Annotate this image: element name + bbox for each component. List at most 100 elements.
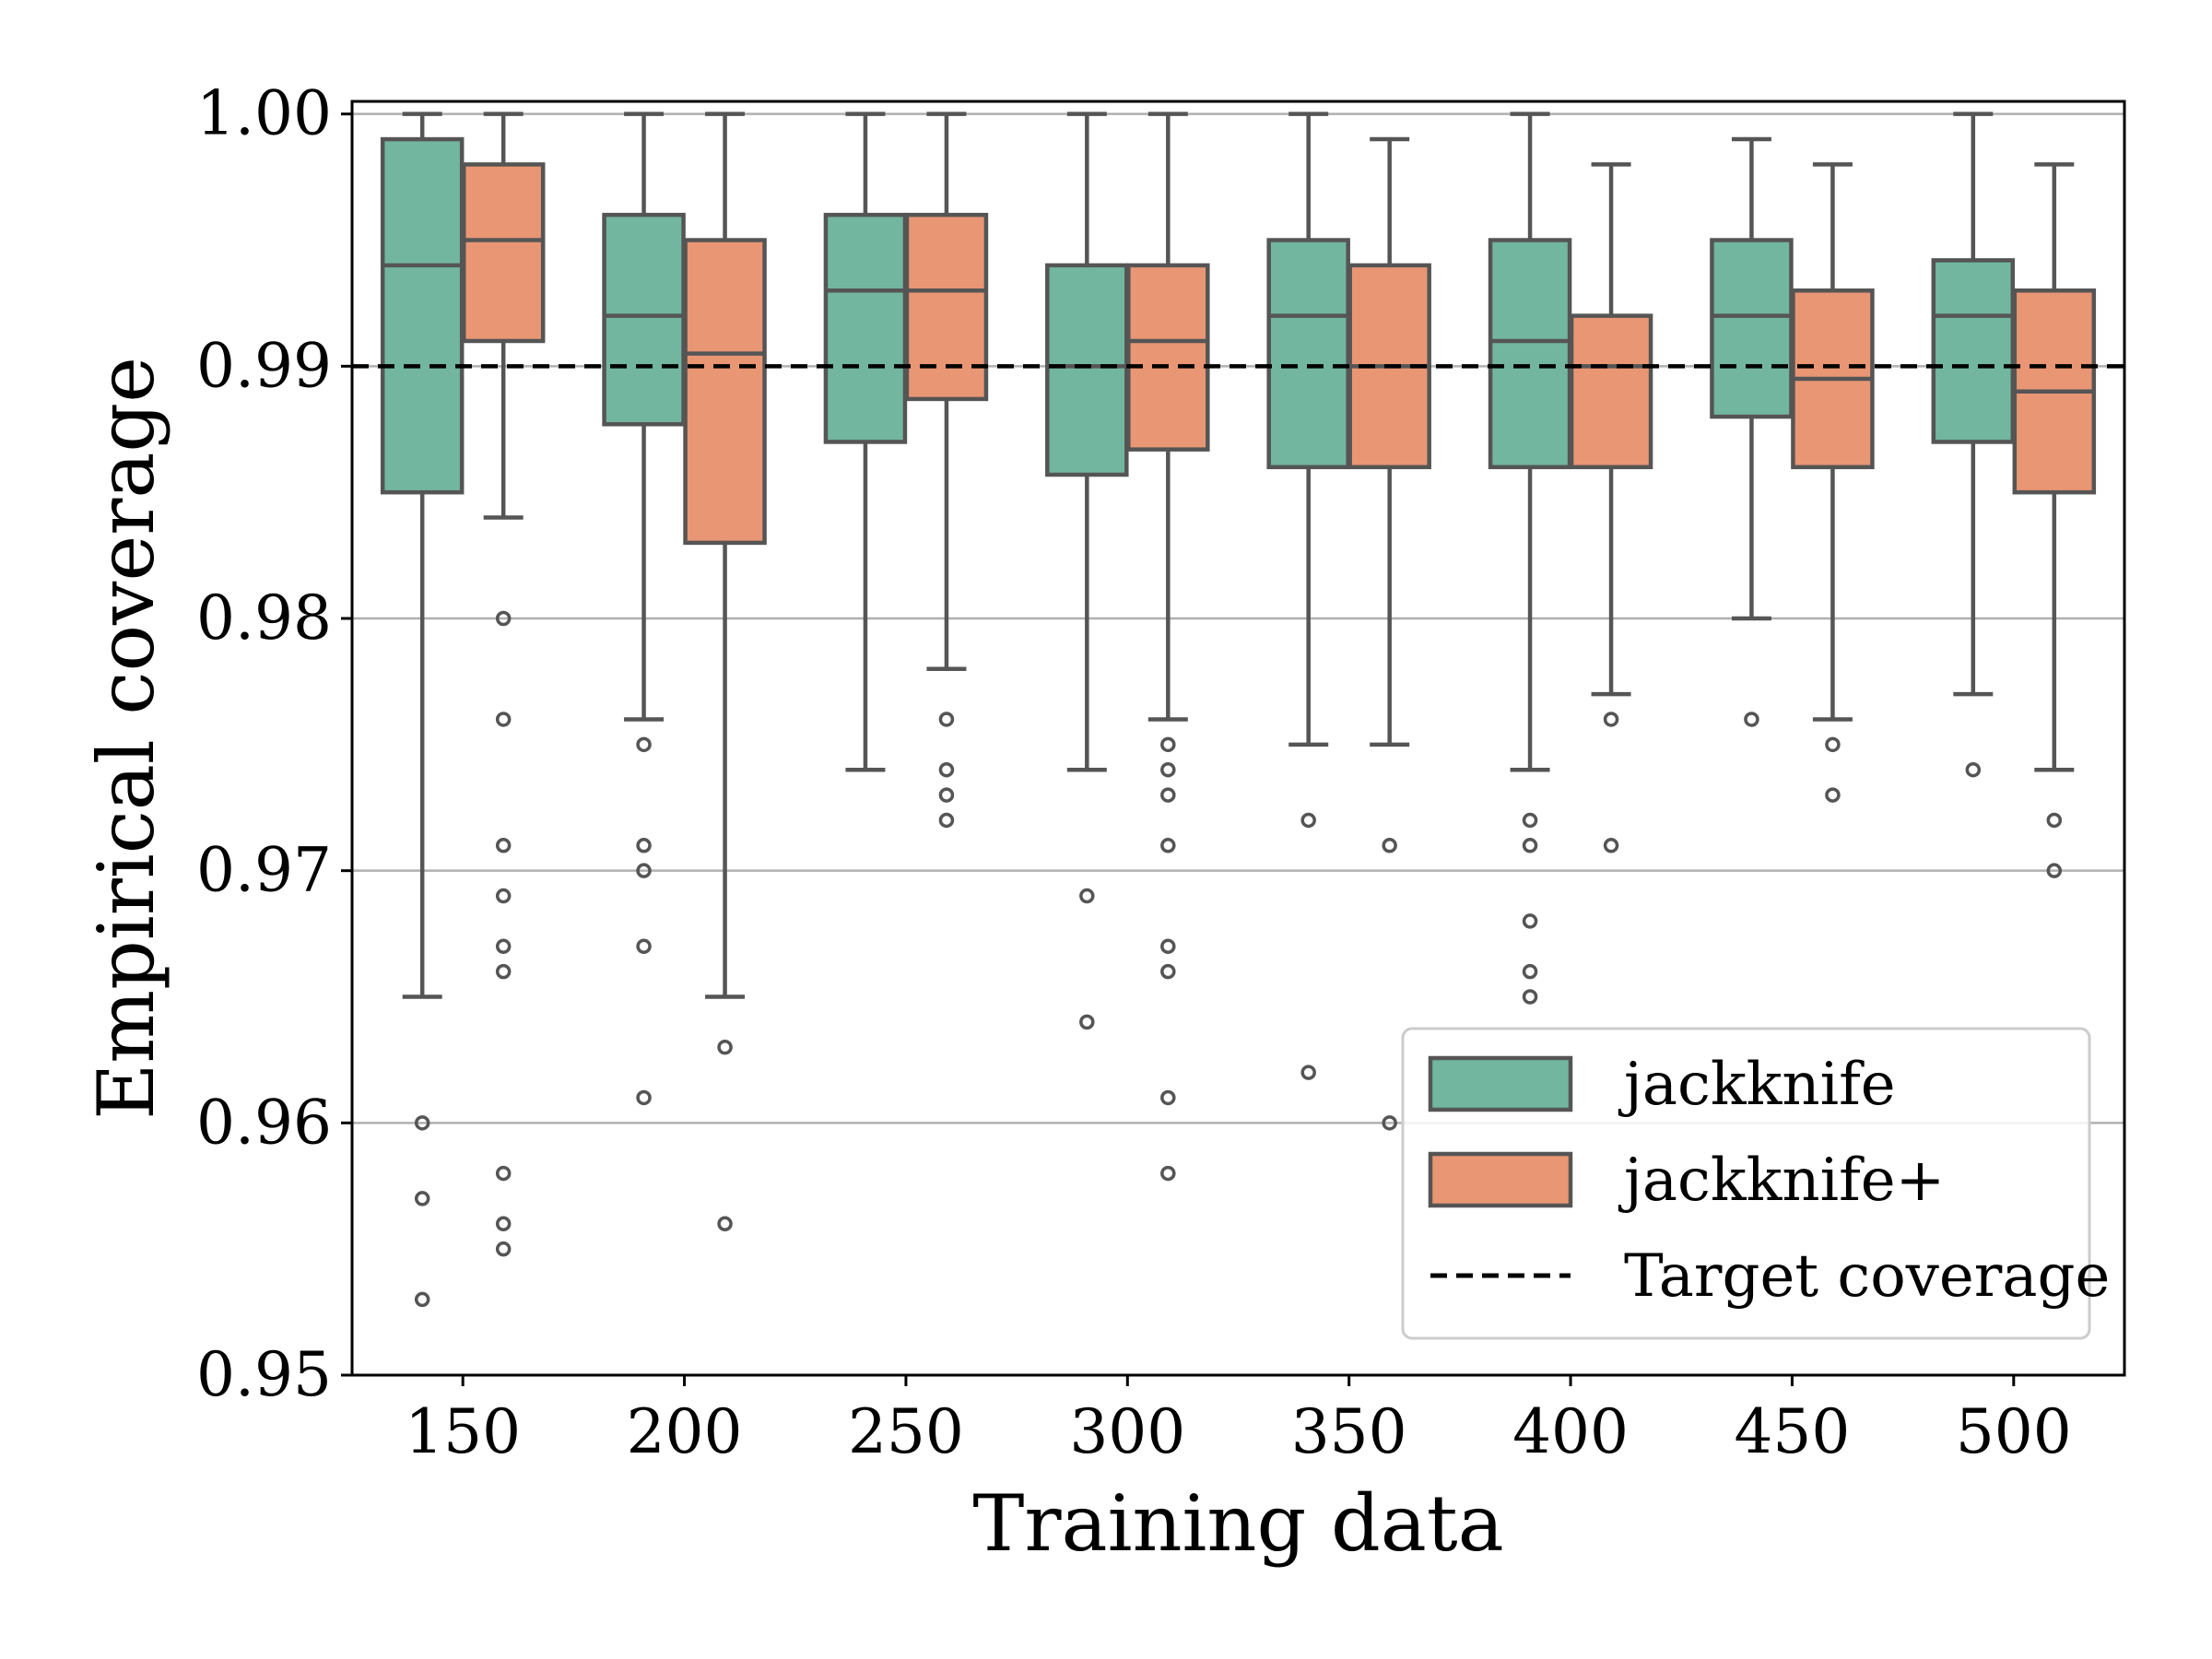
y-tick-label: 1.00 (196, 78, 332, 149)
outlier-point (1382, 1115, 1397, 1131)
outlier-point (1965, 761, 1982, 778)
outlier-point (1522, 963, 1538, 980)
legend-label-target-coverage: Target coverage (1624, 1242, 2110, 1311)
box-jackknife+-300 (1126, 112, 1210, 1182)
outlier-point (938, 761, 955, 778)
legend: jackknife jackknife+ Target coverage (1401, 1027, 2110, 1340)
y-tick-label: 0.98 (196, 582, 332, 653)
outlier-point (938, 812, 955, 829)
x-tick-label: 450 (1734, 1396, 1850, 1467)
outlier-point (495, 938, 512, 955)
iqr-box (904, 212, 989, 402)
box-jackknife+-500 (2012, 162, 2097, 878)
outlier-point (1079, 888, 1095, 904)
x-tick-label: 250 (848, 1396, 964, 1467)
x-tick-label: 400 (1512, 1396, 1629, 1467)
plot-frame (350, 100, 2126, 1377)
legend-label-jackknife: jackknife (1618, 1051, 1896, 1119)
x-tick-label: 300 (1069, 1396, 1185, 1467)
outlier-point (717, 1039, 733, 1055)
outlier-point (1300, 812, 1316, 829)
box-jackknife-200 (602, 112, 686, 1106)
x-tick-label: 350 (1291, 1396, 1407, 1467)
outlier-point (1603, 712, 1619, 727)
box-jackknife+-450 (1791, 162, 1875, 803)
outlier-point (1522, 838, 1538, 853)
outlier-point (1160, 1165, 1176, 1182)
iqr-box (380, 136, 465, 495)
outlier-point (495, 838, 512, 853)
outlier-point (1382, 838, 1397, 853)
y-tick-label: 0.96 (196, 1087, 332, 1158)
y-axis: 0.95 0.96 0.97 0.98 0.99 1.00 (196, 78, 352, 1410)
y-axis-title: Empirical coverage (81, 357, 171, 1120)
iqr-box (823, 212, 908, 444)
outlier-point (1825, 736, 1841, 753)
outlier-point (1160, 963, 1176, 980)
x-axis-title: Training data (972, 1478, 1503, 1569)
box-jackknife+-350 (1347, 136, 1431, 1131)
outlier-point (636, 1089, 652, 1106)
y-tick-label: 0.99 (196, 330, 332, 401)
outlier-point (1160, 938, 1176, 955)
x-tick-label: 500 (1956, 1396, 2072, 1467)
iqr-box (1569, 313, 1653, 470)
outlier-point (1300, 1065, 1316, 1080)
legend-swatch-jackknife (1428, 1055, 1573, 1112)
iqr-box (1045, 263, 1129, 477)
outlier-point (1160, 761, 1176, 778)
iqr-box (1126, 263, 1210, 452)
legend-label-jackknife-plus: jackknife+ (1618, 1147, 1945, 1215)
outlier-point (414, 1191, 430, 1206)
iqr-box (1266, 238, 1350, 470)
box-jackknife-450 (1710, 136, 1794, 727)
outlier-point (1522, 989, 1538, 1005)
iqr-box (1710, 238, 1794, 419)
outlier-point (495, 1165, 512, 1182)
box-jackknife-150 (380, 112, 465, 1308)
iqr-box (683, 238, 767, 546)
outlier-point (495, 610, 512, 627)
legend-frame (1401, 1027, 2091, 1340)
outlier-point (1160, 736, 1176, 753)
outlier-point (1160, 838, 1176, 853)
outlier-point (495, 712, 512, 727)
x-tick-label: 200 (627, 1396, 743, 1467)
outlier-point (495, 888, 512, 904)
outlier-point (495, 963, 512, 980)
outlier-point (414, 1291, 430, 1308)
box-jackknife-500 (1931, 112, 2016, 778)
outlier-point (1160, 1089, 1176, 1106)
outlier-point (2046, 863, 2063, 878)
iqr-box (602, 212, 686, 427)
outlier-point (1603, 838, 1619, 853)
outlier-point (938, 712, 955, 727)
box-jackknife+-200 (683, 112, 767, 1232)
outlier-point (495, 1216, 512, 1232)
box-jackknife-300 (1045, 112, 1129, 1030)
outlier-point (1825, 787, 1841, 803)
box-jackknife-250 (823, 112, 908, 772)
box-jackknife+-250 (904, 112, 989, 829)
x-tick-label: 150 (405, 1396, 521, 1467)
outlier-point (2046, 812, 2063, 829)
outlier-point (636, 863, 652, 878)
outlier-point (636, 838, 652, 853)
box-jackknife+-150 (461, 112, 546, 1257)
outlier-point (1522, 913, 1538, 929)
outlier-point (414, 1115, 430, 1131)
y-tick-label: 0.97 (196, 835, 332, 906)
iqr-box (1488, 238, 1572, 470)
iqr-box (1931, 258, 2016, 444)
outlier-point (636, 938, 652, 955)
outlier-point (1160, 787, 1176, 803)
legend-swatch-jackknife-plus (1428, 1151, 1573, 1208)
outlier-point (636, 736, 652, 753)
outlier-point (495, 1241, 512, 1257)
outlier-point (938, 787, 955, 803)
box-jackknife-350 (1266, 112, 1350, 1080)
box-jackknife+-400 (1569, 162, 1653, 853)
iqr-box (461, 162, 546, 344)
x-axis: 150 200 250 300 350 400 450 500 (405, 1375, 2072, 1467)
